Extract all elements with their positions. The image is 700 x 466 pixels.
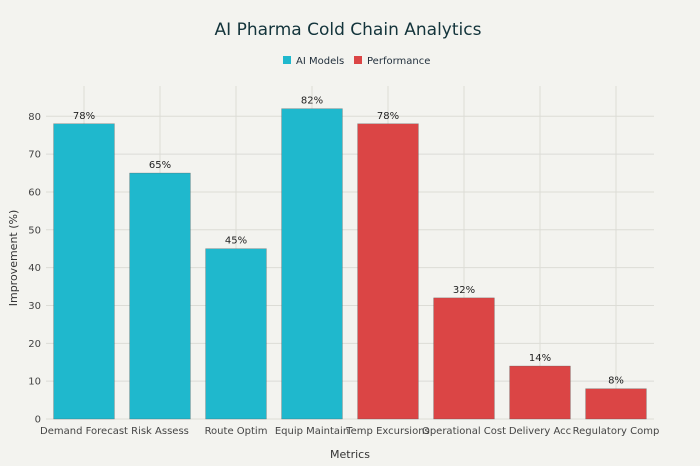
y-axis-label: Improvement (%) [7,210,20,307]
legend-swatch [283,56,291,64]
y-tick-label: 60 [28,187,41,198]
bar-regulatory-comp [585,388,647,420]
y-tick-label: 70 [28,150,41,161]
data-label: 8% [608,376,624,387]
y-tick-label: 80 [28,112,41,123]
data-label: 65% [149,160,171,171]
legend-label: AI Models [296,56,344,67]
chart-title: AI Pharma Cold Chain Analytics [215,20,482,40]
x-axis-label: Metrics [330,448,370,461]
x-tick-label: Delivery Acc [509,426,571,437]
bars [53,108,647,420]
bar-delivery-acc [509,365,571,420]
y-tick-label: 20 [28,339,41,350]
x-tick-label: Operational Cost [422,426,506,437]
bar-demand-forecast [53,123,115,420]
y-tick-label: 10 [28,377,41,388]
y-tick-labels: 0 10 20 30 40 50 60 70 80 [28,112,41,426]
data-label: 78% [377,111,399,122]
y-tick-label: 40 [28,263,41,274]
x-tick-label: Equip Maintain [275,426,349,437]
legend: AI Models Performance [283,56,430,67]
bar-temp-excursions [357,123,419,420]
data-label: 32% [453,285,475,296]
x-tick-label: Regulatory Comp [573,426,660,437]
x-tick-label: Risk Assess [131,426,189,437]
x-tick-label: Demand Forecast [40,426,128,437]
y-tick-label: 30 [28,301,41,312]
data-labels: 78% 65% 45% 82% 78% 32% 14% 8% [73,96,624,387]
y-tick-label: 0 [35,415,41,426]
bar-risk-assess [129,172,191,420]
legend-label: Performance [367,56,430,67]
y-tick-label: 50 [28,225,41,236]
bar-equip-maintain [281,108,343,420]
data-label: 45% [225,236,247,247]
legend-swatch [354,56,362,64]
x-tick-labels: Demand Forecast Risk Assess Route Optim Equ… [40,426,659,437]
x-tick-label: Route Optim [205,426,268,437]
data-label: 14% [529,353,551,364]
data-label: 78% [73,111,95,122]
bar-route-optim [205,248,267,420]
bar-operational-cost [433,297,495,420]
data-label: 82% [301,96,323,107]
x-tick-label: Temp Excursions [345,426,430,437]
